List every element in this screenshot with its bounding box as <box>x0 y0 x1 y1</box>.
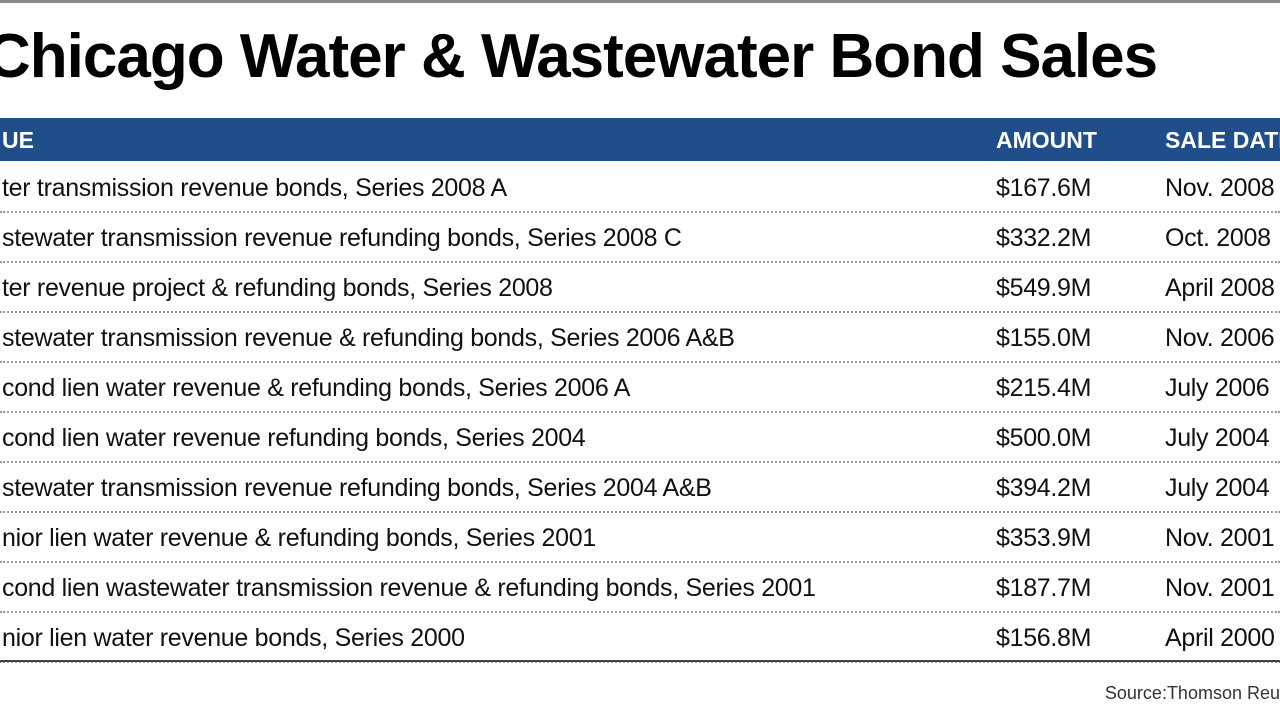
table-row: ter transmission revenue bonds, Series 2… <box>0 163 1280 213</box>
source: Source:Thomson Reu <box>1104 683 1280 703</box>
date-cell: July 2006 <box>1165 374 1270 402</box>
issue-cell: ter transmission revenue bonds, Series 2… <box>2 174 507 202</box>
column-header: UE <box>2 127 34 153</box>
table-row: nior lien water revenue bonds, Series 20… <box>0 613 1280 663</box>
table-header: UE AMOUNT SALE DATE <box>0 118 1280 161</box>
table-row: cond lien water revenue & refunding bond… <box>0 363 1280 413</box>
issue-cell: cond lien water revenue & refunding bond… <box>2 374 631 402</box>
issue-cell: stewater transmission revenue refunding … <box>2 474 712 502</box>
date-cell: April 2000 <box>1165 624 1275 652</box>
date-cell: Nov. 2001 <box>1165 574 1275 602</box>
table-row: stewater transmission revenue & refundin… <box>0 313 1280 363</box>
date-cell: Nov. 2006 <box>1165 324 1275 352</box>
title: Chicago Water & Wastewater Bond Sales <box>0 22 1158 91</box>
date-cell: Oct. 2008 <box>1165 224 1271 252</box>
amount-cell: $167.6M <box>996 174 1092 202</box>
issue-cell: ter revenue project & refunding bonds, S… <box>2 274 553 302</box>
issue-cell: nior lien water revenue bonds, Series 20… <box>2 624 465 652</box>
issue-cell: cond lien water revenue refunding bonds,… <box>2 424 586 452</box>
date-cell: July 2004 <box>1165 474 1270 502</box>
date-cell: July 2004 <box>1165 424 1270 452</box>
amount-cell: $332.2M <box>996 224 1092 252</box>
amount-cell: $500.0M <box>996 424 1092 452</box>
issue-cell: nior lien water revenue & refunding bond… <box>2 524 596 552</box>
table-row: cond lien wastewater transmission revenu… <box>0 563 1280 613</box>
table-row: cond lien water revenue refunding bonds,… <box>0 413 1280 463</box>
issue-cell: cond lien wastewater transmission revenu… <box>2 574 816 602</box>
amount-cell: $156.8M <box>996 624 1092 652</box>
amount-cell: $353.9M <box>996 524 1092 552</box>
date-cell: April 2008 <box>1165 274 1275 302</box>
bottom-rule <box>0 660 1280 662</box>
column-header: AMOUNT <box>996 127 1097 153</box>
column-header: SALE DATE <box>1165 127 1280 153</box>
table-row: nior lien water revenue & refunding bond… <box>0 513 1280 563</box>
issue-cell: stewater transmission revenue & refundin… <box>2 324 735 352</box>
table-row: ter revenue project & refunding bonds, S… <box>0 263 1280 313</box>
amount-cell: $155.0M <box>996 324 1092 352</box>
amount-cell: $549.9M <box>996 274 1092 302</box>
date-cell: Nov. 2001 <box>1165 524 1275 552</box>
amount-cell: $187.7M <box>996 574 1092 602</box>
table-row: stewater transmission revenue refunding … <box>0 463 1280 513</box>
issue-cell: stewater transmission revenue refunding … <box>2 224 682 252</box>
date-cell: Nov. 2008 <box>1165 174 1275 202</box>
amount-cell: $215.4M <box>996 374 1092 402</box>
amount-cell: $394.2M <box>996 474 1092 502</box>
table-row: stewater transmission revenue refunding … <box>0 213 1280 263</box>
